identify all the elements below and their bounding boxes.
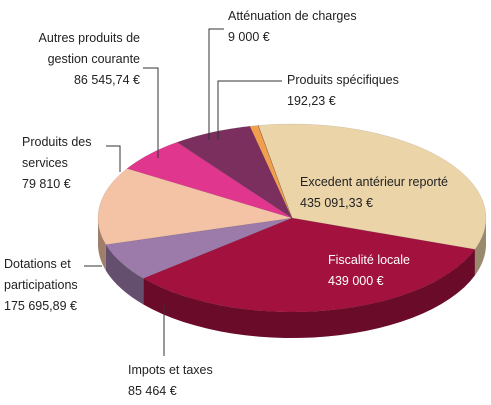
leader-line [106, 145, 121, 172]
pie [97, 123, 487, 338]
value-label: 175 695,89 € [4, 299, 77, 313]
label: Impots et taxes 85 464 € [128, 360, 213, 402]
leader-line [208, 28, 224, 140]
slice-side [105, 244, 144, 305]
leader-lines [84, 28, 282, 356]
value-label: 85 464 € [128, 384, 177, 398]
slice [142, 217, 476, 313]
label: Autres produits de gestion courante 86 54… [12, 28, 140, 91]
slice-side [474, 218, 486, 276]
slice [257, 123, 487, 250]
category-label: Produits des services [22, 135, 92, 170]
slice-side-shade [105, 244, 144, 305]
label: Excedent antérieur reporté 435 091,33 € [300, 172, 448, 214]
slice-side-shade [98, 218, 106, 271]
slice [257, 125, 293, 219]
value-label: 435 091,33 € [300, 196, 373, 210]
label: Produits des services 79 810 € [22, 132, 106, 195]
value-label: 439 000 € [328, 274, 384, 288]
value-label: 86 545,74 € [73, 73, 140, 87]
value-label: 9 000 € [228, 30, 270, 44]
slice [176, 125, 293, 219]
slice-side [143, 249, 475, 338]
slice [126, 141, 293, 219]
category-label: Autres produits de gestion courante [38, 31, 140, 66]
category-label: Atténuation de charges [228, 9, 357, 23]
slice-side [98, 218, 106, 271]
slice-side-shade [143, 249, 475, 338]
leader-line [217, 80, 282, 140]
value-label: 79 810 € [22, 177, 71, 191]
label: Fiscalité locale 439 000 € [328, 250, 410, 292]
leader-line [143, 67, 159, 158]
slice [249, 125, 293, 219]
label: Produits spécifiques 192,23 € [287, 70, 399, 112]
label: Atténuation de charges 9 000 € [228, 6, 357, 48]
slice-side-shade [474, 218, 486, 276]
label: Dotations et participations 175 695,89 € [4, 254, 86, 317]
category-label: Fiscalité locale [328, 253, 410, 267]
category-label: Produits spécifiques [287, 73, 399, 87]
category-label: Dotations et participations [4, 257, 78, 292]
category-label: Excedent antérieur reporté [300, 175, 449, 189]
slice [97, 168, 293, 245]
category-label: Impots et taxes [128, 363, 213, 377]
slice [105, 217, 293, 279]
value-label: 192,23 € [287, 94, 336, 108]
